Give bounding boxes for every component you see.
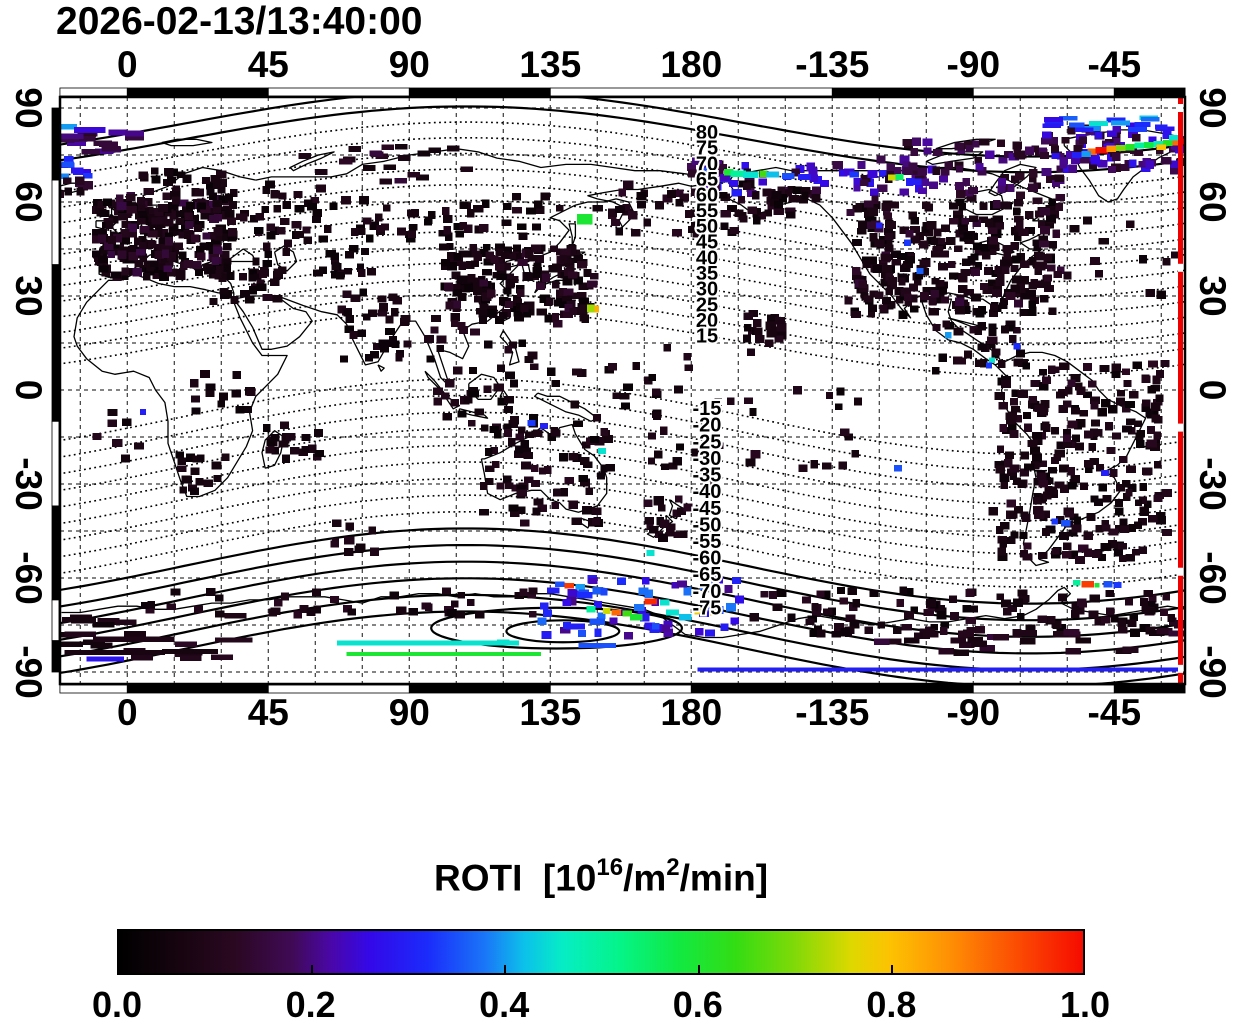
- lon-tick-top: -45: [1087, 44, 1142, 85]
- svg-text:75: 75: [696, 138, 718, 160]
- noon-meridian-line: [1178, 97, 1183, 684]
- lon-tick-top: 90: [388, 44, 430, 85]
- lon-tick-bottom: 135: [519, 692, 582, 733]
- svg-text:-25: -25: [693, 431, 722, 453]
- svg-text:-55: -55: [693, 531, 722, 553]
- svg-text:65: 65: [696, 169, 718, 191]
- lon-tick-top: -90: [946, 44, 1001, 85]
- svg-text:-30: -30: [693, 448, 722, 470]
- lon-tick-top: -135: [795, 44, 870, 85]
- lon-tick-bottom: 0: [117, 692, 138, 733]
- svg-text:-20: -20: [693, 415, 722, 437]
- svg-text:-40: -40: [693, 481, 722, 503]
- svg-text:-70: -70: [693, 581, 722, 603]
- svg-text:15: 15: [696, 326, 718, 348]
- svg-text:25: 25: [696, 294, 718, 316]
- roti-data-pixels: [60, 115, 1185, 672]
- svg-text:-15: -15: [693, 398, 722, 420]
- lon-tick-top: 45: [247, 44, 289, 85]
- lon-tick-bottom: -45: [1087, 692, 1142, 733]
- colorbar-title: ROTI [1016/m2/min]: [433, 854, 769, 899]
- svg-text:80: 80: [696, 122, 718, 144]
- svg-text:50: 50: [696, 216, 718, 238]
- svg-text:-35: -35: [693, 465, 722, 487]
- colorbar-gradient: [117, 929, 1085, 975]
- lon-tick-bottom: -135: [795, 692, 870, 733]
- lon-tick-top: 135: [519, 44, 582, 85]
- svg-text:-65: -65: [693, 564, 722, 586]
- lon-tick-bottom: -90: [946, 692, 1001, 733]
- frame-bands: [51, 87, 1186, 694]
- lon-tick-top: 0: [117, 44, 138, 85]
- lon-tick-bottom: 90: [388, 692, 430, 733]
- svg-text:70: 70: [696, 153, 718, 175]
- lon-tick-bottom: 180: [660, 692, 723, 733]
- svg-text:-50: -50: [693, 514, 722, 536]
- svg-text:-45: -45: [693, 498, 722, 520]
- svg-text:55: 55: [696, 200, 718, 222]
- svg-text:30: 30: [696, 279, 718, 301]
- svg-text:-60: -60: [693, 548, 722, 570]
- svg-text:20: 20: [696, 310, 718, 332]
- map-frame: [58, 95, 1187, 686]
- svg-text:40: 40: [696, 247, 718, 269]
- lon-tick-top: 180: [660, 44, 723, 85]
- lon-tick-bottom: 45: [247, 692, 289, 733]
- svg-text:-75: -75: [693, 597, 722, 619]
- timestamp-title: 2026-02-13/13:40:00: [56, 0, 423, 43]
- svg-text:35: 35: [696, 263, 718, 285]
- svg-text:45: 45: [696, 232, 718, 254]
- svg-text:60: 60: [696, 185, 718, 207]
